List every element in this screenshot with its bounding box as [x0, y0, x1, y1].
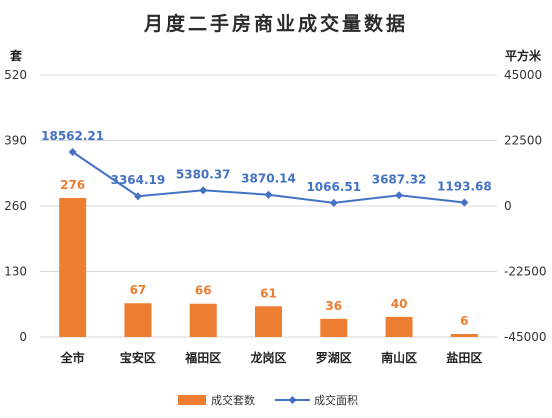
- bar-data-label: 61: [260, 286, 277, 300]
- category-label: 南山区: [381, 350, 417, 365]
- category-label: 全市: [60, 350, 85, 365]
- bar: [189, 303, 217, 337]
- line-point: [460, 198, 469, 207]
- left-tick-label: 130: [4, 265, 27, 279]
- left-tick-label: 0: [19, 330, 27, 344]
- line-data-label: 5380.37: [176, 167, 231, 181]
- category-label: 罗湖区: [316, 350, 352, 365]
- right-tick-label: 22500: [504, 134, 542, 148]
- bar: [124, 303, 152, 337]
- right-tick-label: -45000: [504, 330, 547, 344]
- left-axis-unit: 套: [9, 48, 23, 63]
- bar-data-label: 36: [325, 299, 342, 313]
- right-axis-unit: 平方米: [505, 48, 542, 63]
- bar: [320, 318, 348, 337]
- bar: [385, 316, 413, 337]
- bar: [450, 333, 478, 337]
- left-tick-label: 390: [4, 134, 27, 148]
- line-data-label: 3870.14: [241, 172, 296, 186]
- line-point: [395, 191, 404, 200]
- right-tick-label: 45000: [504, 68, 542, 82]
- right-tick-label: 0: [504, 199, 512, 213]
- legend-line-marker: [288, 396, 297, 404]
- bar-data-label: 67: [130, 283, 147, 297]
- legend-bar-label: 成交套数: [211, 393, 255, 407]
- line-point: [68, 147, 77, 156]
- line-point: [133, 192, 142, 201]
- line-data-label: 3687.32: [372, 172, 427, 186]
- line-point: [264, 190, 273, 199]
- category-label: 盐田区: [446, 350, 482, 365]
- legend-line-label: 成交面积: [314, 393, 358, 407]
- line-data-label: 3364.19: [111, 173, 166, 187]
- category-label: 福田区: [184, 350, 221, 365]
- line-series: 18562.21 3364.19 5380.37 3870.14 1066.51 3687…: [41, 129, 492, 207]
- right-tick-label: -22500: [504, 265, 547, 279]
- category-label: 宝安区: [120, 350, 156, 365]
- line-point: [329, 198, 338, 207]
- category-labels: 全市 宝安区 福田区 龙岗区 罗湖区 南山区 盐田区: [60, 350, 483, 365]
- category-label: 龙岗区: [250, 350, 286, 365]
- bar: [59, 197, 87, 337]
- line-data-label: 1193.68: [437, 180, 492, 194]
- legend-bar-swatch: [178, 395, 206, 405]
- bar-data-label: 66: [195, 284, 212, 298]
- left-tick-label: 520: [4, 68, 27, 82]
- bar-series: 276 67 66 61 36 40 6: [59, 178, 478, 337]
- legend: 成交套数 成交面积: [178, 393, 358, 407]
- right-axis-ticks: 45000 22500 0 -22500 -45000: [504, 68, 547, 344]
- left-axis-ticks: 520 390 260 130 0: [4, 68, 27, 344]
- bar-data-label: 6: [460, 314, 468, 328]
- left-tick-label: 260: [4, 199, 27, 213]
- chart-title: 月度二手房商业成交量数据: [143, 12, 408, 35]
- line-point: [199, 186, 208, 195]
- line-data-label: 1066.51: [306, 180, 361, 194]
- bar-data-label: 40: [391, 297, 408, 311]
- bar: [255, 306, 282, 337]
- line-data-label: 18562.21: [41, 129, 104, 143]
- bar-data-label: 276: [60, 178, 85, 192]
